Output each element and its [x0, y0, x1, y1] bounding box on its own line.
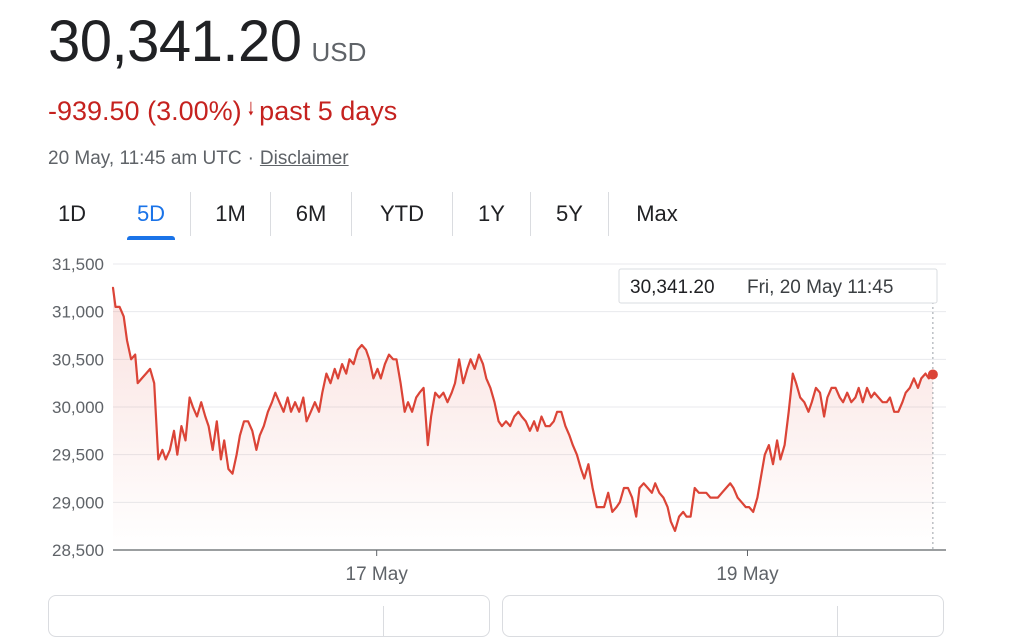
tab-1d[interactable]: 1D [57, 201, 87, 226]
tooltip-datetime: Fri, 20 May 11:45 [747, 277, 893, 298]
tab-ytd[interactable]: YTD [380, 201, 424, 226]
tab-divider [351, 192, 352, 236]
y-tick-label: 31,000 [52, 303, 104, 322]
price-change: -939.50 (3.00%) [48, 96, 242, 126]
price-row: 30,341.20 USD [48, 6, 366, 78]
y-axis-labels: 28,500 29,000 29,500 30,000 30,500 31,000 31,5… [52, 255, 104, 560]
disclaimer-link[interactable]: Disclaimer [259, 148, 349, 169]
card-divider [383, 606, 384, 636]
info-card-right [502, 595, 944, 637]
change-period: past 5 days [259, 96, 398, 126]
tab-5d[interactable]: 5D [127, 192, 175, 240]
y-tick-label: 30,000 [52, 398, 104, 417]
meta-row: 20 May, 11:45 am UTC · Disclaimer [48, 148, 349, 170]
tab-6m[interactable]: 6M [295, 201, 327, 226]
range-tabs: 1D 5D 1M 6M YTD 1Y 5Y Max [35, 192, 705, 240]
tooltip-box [618, 268, 938, 304]
tab-max[interactable]: Max [636, 201, 678, 226]
info-card-left [48, 595, 490, 637]
price-chart[interactable]: 28,500 29,000 29,500 30,000 30,500 31,000 31,5… [0, 240, 1024, 595]
tab-5y[interactable]: 5Y [556, 201, 583, 226]
y-tick-label: 31,500 [52, 255, 104, 274]
x-tick-label: 17 May [346, 564, 409, 585]
separator-dot: · [247, 148, 254, 169]
tab-divider [452, 192, 453, 236]
tab-1y[interactable]: 1Y [478, 201, 505, 226]
x-tick-label: 19 May [716, 564, 779, 585]
price-tooltip: 30,341.20 Fri, 20 May 11:45 [618, 268, 938, 304]
tab-divider [190, 192, 191, 236]
price-line [111, 286, 934, 532]
tab-divider [270, 192, 271, 236]
tooltip-value: 30,341.20 [630, 277, 715, 298]
change-row: -939.50 (3.00%) 🠓 past 5 days [48, 96, 397, 127]
tab-divider [530, 192, 531, 236]
y-tick-label: 29,000 [52, 493, 104, 512]
y-tick-label: 28,500 [52, 541, 104, 560]
timestamp: 20 May, 11:45 am UTC [48, 148, 242, 169]
current-price: 30,341.20 [48, 9, 302, 74]
arrow-down-icon: 🠓 [247, 98, 255, 119]
current-point-marker [927, 369, 938, 380]
tab-divider [608, 192, 609, 236]
y-tick-label: 30,500 [52, 350, 104, 369]
y-tick-label: 29,500 [52, 446, 104, 465]
tab-1m[interactable]: 1M [215, 201, 246, 226]
card-divider [837, 606, 838, 636]
x-axis-labels: 17 May 19 May [346, 550, 779, 585]
currency-label: USD [311, 37, 367, 67]
